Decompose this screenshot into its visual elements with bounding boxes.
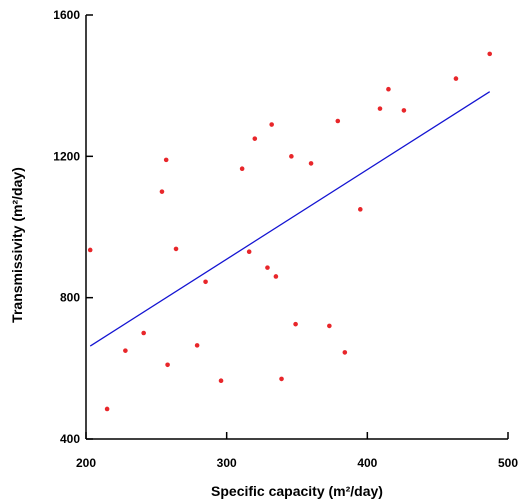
data-point — [273, 274, 279, 279]
data-point — [453, 76, 459, 81]
data-point — [335, 118, 341, 124]
data-point — [246, 249, 252, 255]
data-point — [279, 376, 284, 382]
data-point — [163, 157, 169, 163]
data-point — [87, 247, 93, 253]
data-point — [218, 378, 224, 384]
data-point — [104, 406, 110, 412]
trend-line — [89, 91, 491, 347]
data-points — [87, 51, 493, 412]
data-point — [141, 330, 146, 336]
data-point — [265, 265, 270, 270]
x-ticks: 200 300 400 500 — [76, 432, 518, 470]
y-ticks: 400 800 1200 1600 — [53, 8, 93, 446]
data-point — [487, 51, 493, 57]
y-tick-label: 400 — [60, 432, 80, 446]
data-point — [342, 350, 348, 355]
y-tick-label: 1600 — [53, 8, 80, 22]
data-point — [358, 207, 363, 212]
y-axis-label: Transmissivity (m²/day) — [9, 167, 25, 323]
x-axis-label: Specific capacity (m²/day) — [211, 483, 383, 499]
data-point — [308, 161, 314, 166]
data-point — [173, 246, 179, 252]
x-tick-label: 400 — [357, 456, 377, 470]
data-point — [194, 343, 200, 348]
data-point — [269, 122, 274, 127]
data-point — [401, 108, 407, 113]
data-point — [123, 348, 128, 353]
data-point — [239, 166, 245, 171]
axes — [85, 15, 508, 440]
data-point — [252, 136, 258, 141]
data-point — [386, 86, 391, 92]
data-point — [159, 189, 165, 194]
data-point — [377, 106, 383, 111]
y-tick-label: 1200 — [53, 149, 80, 163]
data-point — [203, 279, 208, 285]
x-tick-label: 500 — [498, 456, 518, 470]
data-point — [293, 321, 298, 327]
data-point — [289, 154, 294, 159]
y-tick-label: 800 — [60, 291, 80, 305]
data-point — [165, 362, 170, 368]
x-tick-label: 200 — [76, 456, 96, 470]
data-point — [327, 323, 332, 329]
x-tick-label: 300 — [217, 456, 237, 470]
